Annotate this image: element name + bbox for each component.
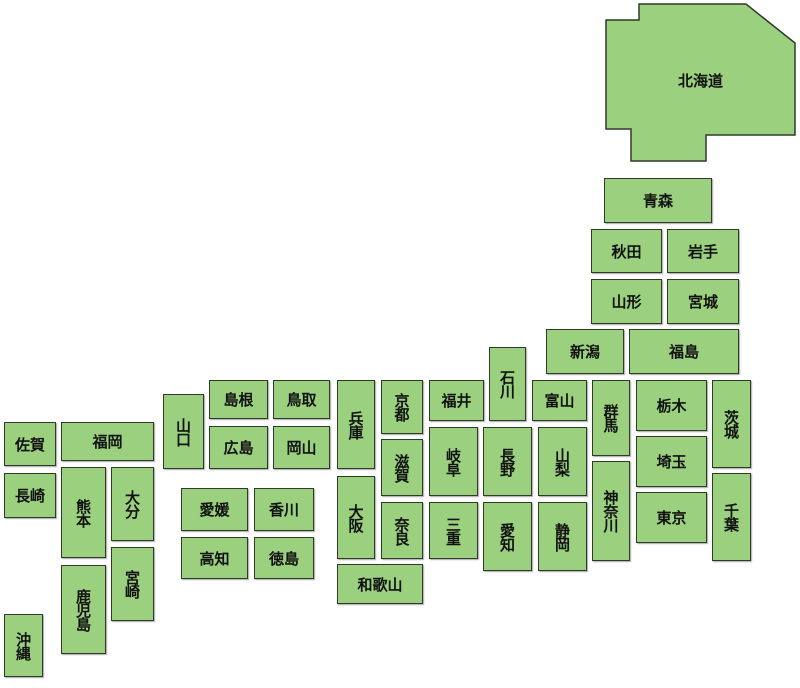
- prefecture-yamagata[interactable]: 山形: [591, 279, 662, 324]
- prefecture-label-kagoshima: 鹿児島: [74, 588, 92, 631]
- prefecture-yamaguchi[interactable]: 山口: [163, 394, 204, 469]
- prefecture-label-miyazaki: 宮崎: [123, 570, 141, 598]
- prefecture-kyoto[interactable]: 京都: [381, 380, 423, 434]
- prefecture-label-kyoto: 京都: [392, 393, 411, 421]
- prefecture-kagoshima[interactable]: 鹿児島: [61, 565, 106, 654]
- prefecture-label-tottori: 鳥取: [286, 391, 317, 409]
- prefecture-wakayama[interactable]: 和歌山: [337, 564, 423, 604]
- prefecture-label-kanagawa: 神奈川: [601, 490, 620, 532]
- prefecture-kanagawa[interactable]: 神奈川: [592, 461, 630, 561]
- prefecture-kochi[interactable]: 高知: [181, 537, 248, 579]
- prefecture-label-shizuoka: 静岡: [553, 522, 571, 551]
- prefecture-label-okayama: 岡山: [286, 439, 317, 457]
- prefecture-label-tochigi: 栃木: [656, 397, 687, 415]
- prefecture-label-nara: 奈良: [392, 516, 411, 545]
- prefecture-label-kochi: 高知: [199, 549, 230, 568]
- prefecture-tottori[interactable]: 鳥取: [273, 380, 330, 419]
- prefecture-label-hyogo: 兵庫: [346, 410, 365, 439]
- prefecture-okayama[interactable]: 岡山: [273, 426, 330, 469]
- prefecture-saga[interactable]: 佐賀: [4, 422, 56, 466]
- prefecture-label-aomori: 青森: [642, 192, 673, 210]
- hokkaido-shape[interactable]: [605, 3, 796, 162]
- prefecture-label-gifu: 岐阜: [444, 447, 462, 476]
- prefecture-label-fukushima: 福島: [668, 343, 699, 361]
- prefecture-ehime[interactable]: 愛媛: [181, 488, 248, 531]
- prefecture-okinawa[interactable]: 沖縄: [4, 614, 43, 677]
- prefecture-fukuoka[interactable]: 福岡: [61, 422, 154, 461]
- prefecture-label-oita: 大分: [123, 490, 141, 518]
- prefecture-niigata[interactable]: 新潟: [546, 329, 624, 374]
- prefecture-tokyo[interactable]: 東京: [636, 492, 707, 543]
- prefecture-label-ibaraki: 茨城: [722, 410, 740, 438]
- prefecture-label-ishikawa: 石川: [498, 370, 516, 398]
- prefecture-tokushima[interactable]: 徳島: [254, 537, 314, 579]
- prefecture-nagano[interactable]: 長野: [483, 427, 532, 496]
- prefecture-nagasaki[interactable]: 長崎: [4, 473, 56, 518]
- prefecture-label-okinawa: 沖縄: [14, 631, 32, 660]
- prefecture-gifu[interactable]: 岐阜: [429, 427, 478, 496]
- prefecture-shizuoka[interactable]: 静岡: [538, 502, 587, 571]
- prefecture-fukushima[interactable]: 福島: [629, 329, 739, 374]
- prefecture-chiba[interactable]: 千葉: [712, 473, 751, 561]
- prefecture-label-saga: 佐賀: [14, 435, 45, 454]
- prefecture-miyazaki[interactable]: 宮崎: [111, 547, 154, 621]
- prefecture-kumamoto[interactable]: 熊本: [61, 467, 106, 558]
- prefecture-label-saitama: 埼玉: [656, 453, 687, 471]
- prefecture-shimane[interactable]: 島根: [209, 380, 268, 419]
- prefecture-toyama[interactable]: 富山: [532, 380, 587, 421]
- prefecture-label-fukui: 福井: [441, 392, 472, 410]
- prefecture-label-tokyo: 東京: [656, 509, 687, 527]
- prefecture-yamanashi[interactable]: 山梨: [538, 427, 587, 496]
- prefecture-hiroshima[interactable]: 広島: [209, 426, 268, 469]
- prefecture-fukui[interactable]: 福井: [429, 380, 484, 421]
- prefecture-label-miyagi: 宮城: [687, 293, 718, 311]
- prefecture-label-hiroshima: 広島: [223, 439, 254, 457]
- prefecture-oita[interactable]: 大分: [111, 467, 154, 541]
- prefecture-aichi[interactable]: 愛知: [483, 502, 532, 571]
- prefecture-label-yamagata: 山形: [611, 293, 642, 311]
- prefecture-kagawa[interactable]: 香川: [254, 488, 314, 531]
- prefecture-label-kagawa: 香川: [268, 501, 299, 519]
- prefecture-gunma[interactable]: 群馬: [592, 380, 630, 456]
- prefecture-shiga[interactable]: 滋賀: [381, 439, 423, 496]
- prefecture-label-chiba: 千葉: [722, 503, 740, 531]
- prefecture-label-aichi: 愛知: [498, 522, 516, 551]
- prefecture-nara[interactable]: 奈良: [381, 502, 423, 559]
- prefecture-label-osaka: 大阪: [346, 503, 365, 532]
- prefecture-label-ehime: 愛媛: [199, 501, 230, 519]
- prefecture-label-iwate: 岩手: [687, 242, 718, 261]
- prefecture-iwate[interactable]: 岩手: [667, 229, 739, 273]
- prefecture-hyogo[interactable]: 兵庫: [337, 380, 375, 469]
- prefecture-label-tokushima: 徳島: [268, 549, 299, 568]
- prefecture-label-akita: 秋田: [611, 242, 642, 261]
- prefecture-aomori[interactable]: 青森: [604, 178, 712, 223]
- prefecture-label-shimane: 島根: [223, 391, 254, 409]
- prefecture-label-nagasaki: 長崎: [14, 487, 45, 505]
- prefecture-ishikawa[interactable]: 石川: [489, 347, 526, 421]
- prefecture-label-fukuoka: 福岡: [92, 433, 123, 451]
- prefecture-mie[interactable]: 三重: [429, 502, 478, 559]
- prefecture-label-gunma: 群馬: [601, 404, 620, 432]
- prefecture-tochigi[interactable]: 栃木: [636, 380, 707, 431]
- prefecture-label-nagano: 長野: [498, 447, 516, 476]
- prefecture-akita[interactable]: 秋田: [591, 229, 662, 273]
- prefecture-label-shiga: 滋賀: [392, 453, 411, 482]
- prefecture-saitama[interactable]: 埼玉: [636, 436, 707, 487]
- prefecture-miyagi[interactable]: 宮城: [667, 279, 739, 324]
- prefecture-label-niigata: 新潟: [569, 343, 600, 361]
- prefecture-label-yamaguchi: 山口: [174, 417, 192, 446]
- prefecture-label-wakayama: 和歌山: [357, 575, 403, 594]
- prefecture-label-mie: 三重: [444, 516, 462, 545]
- prefecture-ibaraki[interactable]: 茨城: [712, 380, 751, 468]
- prefecture-label-toyama: 富山: [544, 392, 575, 410]
- prefecture-label-yamanashi: 山梨: [553, 447, 571, 476]
- prefecture-label-kumamoto: 熊本: [74, 498, 92, 527]
- prefecture-osaka[interactable]: 大阪: [337, 476, 375, 559]
